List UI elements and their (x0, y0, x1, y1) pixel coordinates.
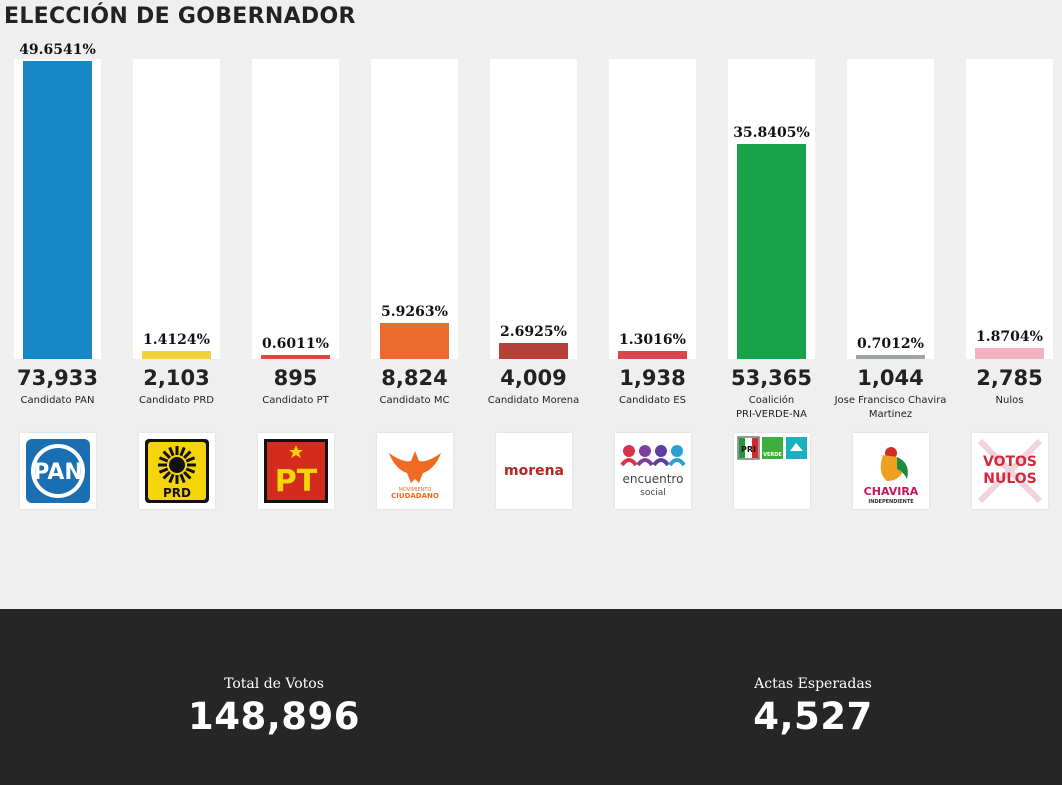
votes-coalicion: 53,365 (730, 366, 813, 390)
chavira-logo: CHAVIRA INDEPENDIENTE (852, 433, 929, 509)
votes-es: 1,938 (619, 366, 686, 390)
candidate-label-prd: Candidato PRD (139, 395, 214, 406)
pct-label-pan: 49.6541% (19, 42, 96, 58)
votes-morena: 4,009 (500, 366, 567, 390)
candidate-label-pan: Candidato PAN (20, 395, 95, 406)
votes-prd: 2,103 (143, 366, 210, 390)
vote-bar-chart: 49.6541% 73,933 Candidato PAN PAN 1.4124% 2,1… (14, 42, 1053, 509)
pct-label-mc: 5.9263% (381, 304, 448, 320)
svg-text:INDEPENDIENTE: INDEPENDIENTE (868, 499, 914, 505)
pct-label-pt: 0.6011% (262, 336, 329, 352)
pct-label-es: 1.3016% (619, 332, 686, 348)
pt-logo: PT (257, 433, 334, 509)
total-votes-value: 148,896 (187, 695, 361, 738)
candidate-label-morena: Candidato Morena (487, 395, 580, 406)
svg-text:MOVIMIENTO: MOVIMIENTO (398, 487, 431, 493)
votes-votos-nulos: 2,785 (976, 366, 1043, 390)
svg-text:PRD: PRD (163, 486, 191, 500)
svg-text:PRI: PRI (741, 445, 756, 454)
svg-text:NULOS: NULOS (983, 471, 1037, 487)
votos-nulos-logo: VOTOS NULOS (971, 433, 1048, 509)
votes-pt: 895 (273, 366, 318, 390)
bar-column-chavira: 0.7012% (847, 59, 934, 359)
candidate-label-chavira: Jose Francisco Chavira Martinez (834, 395, 947, 420)
bar-column-coalicion: 35.8405% (728, 59, 815, 359)
es-logo: encuentro social (614, 433, 691, 509)
morena-logo: morena (495, 433, 572, 509)
svg-text:PAN: PAN (33, 460, 83, 485)
bar-pan (23, 61, 92, 359)
svg-text:CIUDADANO: CIUDADANO (391, 492, 439, 500)
svg-text:social: social (640, 488, 666, 498)
pan-logo: PAN (19, 433, 96, 509)
mc-logo: MOVIMIENTO CIUDADANO (376, 433, 453, 509)
totals-footer: Total de Votos 148,896 Actas Esperadas 4… (0, 609, 1062, 785)
bar-prd (142, 351, 211, 359)
pct-label-votos-nulos: 1.8704% (976, 329, 1043, 345)
bar-coalicion (737, 144, 806, 359)
coalicion-logo: PRI VERDE (733, 433, 810, 509)
svg-text:CHAVIRA: CHAVIRA (863, 485, 918, 498)
svg-text:VOTOS: VOTOS (982, 454, 1036, 470)
pct-label-morena: 2.6925% (500, 324, 567, 340)
svg-text:PT: PT (274, 464, 317, 499)
bar-pt (261, 355, 330, 359)
svg-text:morena: morena (503, 463, 563, 479)
bar-column-morena: 2.6925% (490, 59, 577, 359)
candidate-label-votos-nulos: Nulos (995, 395, 1024, 406)
bar-column-es: 1.3016% (609, 59, 696, 359)
bar-es (618, 351, 687, 359)
candidate-label-es: Candidato ES (619, 395, 686, 406)
bar-morena (499, 343, 568, 359)
bar-chavira (856, 355, 925, 359)
bar-column-prd: 1.4124% (133, 59, 220, 359)
page-title: ELECCIÓN DE GOBERNADOR (4, 4, 356, 29)
bar-column-pan: 49.6541% (14, 42, 101, 359)
actas-esperadas-label: Actas Esperadas (754, 676, 872, 692)
actas-esperadas-value: 4,527 (753, 695, 873, 738)
svg-text:VERDE: VERDE (763, 452, 782, 458)
candidate-label-mc: Candidato MC (379, 395, 450, 406)
votes-chavira: 1,044 (857, 366, 924, 390)
bar-column-votos-nulos: 1.8704% (966, 59, 1053, 359)
candidate-label-pt: Candidato PT (262, 395, 329, 406)
bar-votos-nulos (975, 348, 1044, 359)
bar-mc (380, 323, 449, 359)
pct-label-coalicion: 35.8405% (733, 125, 810, 141)
pct-label-chavira: 0.7012% (857, 336, 924, 352)
prd-logo: PRD (138, 433, 215, 509)
total-votes-label: Total de Votos (224, 676, 324, 692)
candidate-label-coalicion: Coalición PRI-VERDE-NA (735, 395, 807, 420)
votes-mc: 8,824 (381, 366, 448, 390)
votes-pan: 73,933 (16, 366, 99, 390)
bar-column-pt: 0.6011% (252, 59, 339, 359)
pct-label-prd: 1.4124% (143, 332, 210, 348)
bar-column-mc: 5.9263% (371, 59, 458, 359)
svg-text:encuentro: encuentro (622, 472, 683, 486)
